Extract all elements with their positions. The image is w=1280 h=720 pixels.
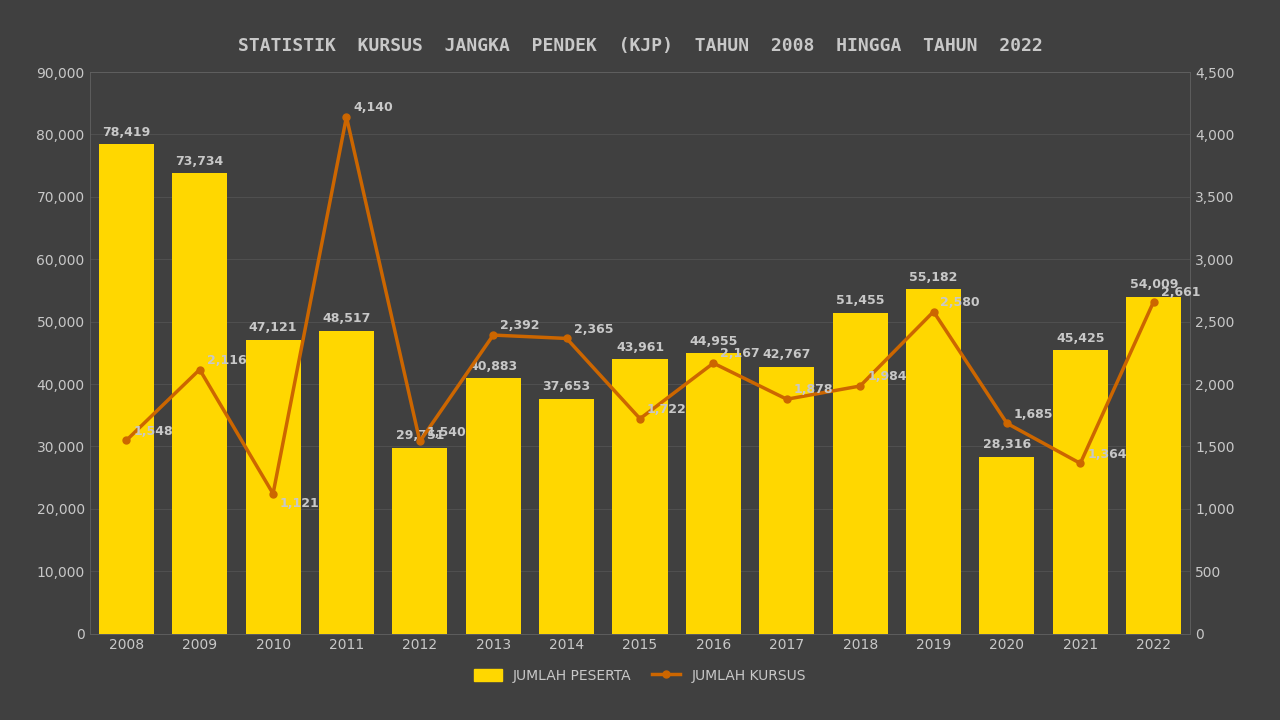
Bar <box>539 399 594 634</box>
JUMLAH KURSUS <box>852 382 868 390</box>
Bar <box>906 289 961 634</box>
JUMLAH KURSUS <box>412 437 428 446</box>
Text: 4,140: 4,140 <box>353 101 393 114</box>
Text: 48,517: 48,517 <box>323 312 371 325</box>
JUMLAH KURSUS <box>559 334 575 343</box>
Text: 2,116: 2,116 <box>206 354 246 366</box>
Text: 1,548: 1,548 <box>133 425 173 438</box>
Text: 51,455: 51,455 <box>836 294 884 307</box>
Text: 29,751: 29,751 <box>396 429 444 442</box>
JUMLAH KURSUS <box>339 112 355 121</box>
JUMLAH KURSUS <box>705 359 721 367</box>
Text: 40,883: 40,883 <box>470 360 517 373</box>
Text: 1,121: 1,121 <box>280 498 320 510</box>
Line: JUMLAH KURSUS: JUMLAH KURSUS <box>123 114 1157 498</box>
Bar <box>686 353 741 634</box>
Text: 73,734: 73,734 <box>175 155 224 168</box>
Text: 1,685: 1,685 <box>1014 408 1053 420</box>
JUMLAH KURSUS <box>1000 419 1015 428</box>
Text: 43,961: 43,961 <box>616 341 664 354</box>
Text: 54,009: 54,009 <box>1129 278 1178 291</box>
Text: 2,392: 2,392 <box>500 319 540 333</box>
Bar <box>173 174 228 634</box>
Bar <box>833 312 888 634</box>
Bar <box>1053 350 1108 634</box>
Title: STATISTIK  KURSUS  JANGKA  PENDEK  (KJP)  TAHUN  2008  HINGGA  TAHUN  2022: STATISTIK KURSUS JANGKA PENDEK (KJP) TAH… <box>238 37 1042 55</box>
Text: 42,767: 42,767 <box>763 348 812 361</box>
JUMLAH KURSUS <box>780 395 795 403</box>
JUMLAH KURSUS <box>1073 459 1088 468</box>
Bar <box>979 457 1034 634</box>
Bar <box>246 340 301 634</box>
Text: 78,419: 78,419 <box>102 126 151 139</box>
Bar <box>393 448 448 634</box>
Bar <box>319 331 374 634</box>
Bar <box>613 359 668 634</box>
JUMLAH KURSUS <box>192 365 207 374</box>
JUMLAH KURSUS <box>119 436 134 445</box>
Text: 45,425: 45,425 <box>1056 332 1105 345</box>
Text: 47,121: 47,121 <box>248 321 297 334</box>
JUMLAH KURSUS <box>1146 297 1161 306</box>
JUMLAH KURSUS <box>265 490 280 498</box>
Text: 1,722: 1,722 <box>646 403 686 416</box>
Text: 44,955: 44,955 <box>689 335 737 348</box>
Text: 2,661: 2,661 <box>1161 286 1201 299</box>
Text: 2,365: 2,365 <box>573 323 613 336</box>
Text: 1,878: 1,878 <box>794 384 833 397</box>
Bar <box>466 379 521 634</box>
Bar <box>1126 297 1181 634</box>
JUMLAH KURSUS <box>925 307 941 316</box>
Text: 55,182: 55,182 <box>909 271 957 284</box>
Text: 28,316: 28,316 <box>983 438 1030 451</box>
JUMLAH KURSUS <box>485 330 500 339</box>
Text: 1,540: 1,540 <box>426 426 466 438</box>
Text: 1,984: 1,984 <box>867 370 906 383</box>
Text: 2,580: 2,580 <box>941 296 980 309</box>
Bar <box>99 144 154 634</box>
Text: 37,653: 37,653 <box>543 380 590 393</box>
Legend: JUMLAH PESERTA, JUMLAH KURSUS: JUMLAH PESERTA, JUMLAH KURSUS <box>468 663 812 688</box>
Bar <box>759 366 814 634</box>
Text: 1,364: 1,364 <box>1087 448 1126 461</box>
JUMLAH KURSUS <box>632 415 648 423</box>
Text: 2,167: 2,167 <box>721 347 760 361</box>
